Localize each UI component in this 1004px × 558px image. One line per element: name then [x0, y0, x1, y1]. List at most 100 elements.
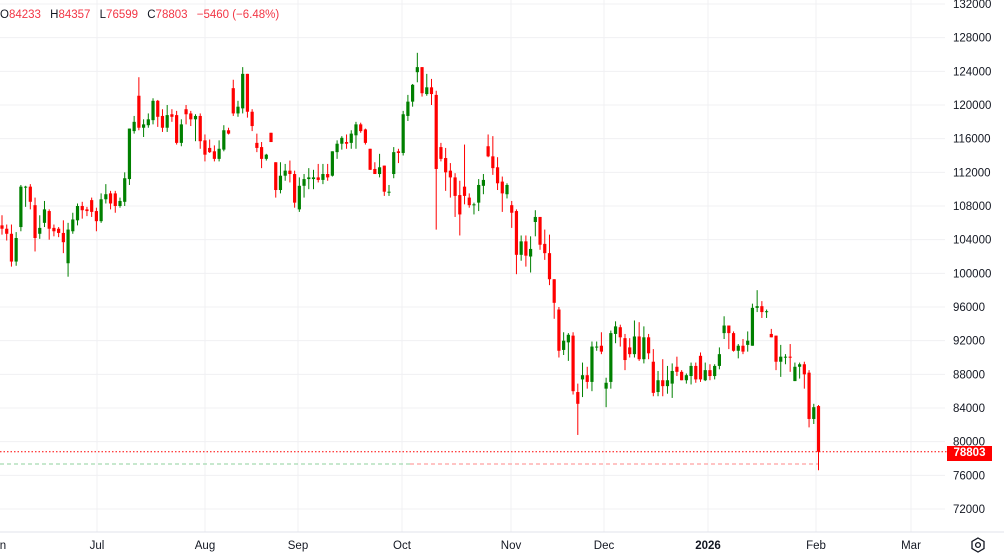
candle-body: [798, 364, 802, 367]
candle: [623, 333, 627, 371]
candle: [618, 324, 622, 347]
price-tick-label: 80000: [953, 437, 985, 449]
candle-body: [151, 100, 155, 121]
candle-body: [61, 232, 65, 243]
candle: [477, 179, 481, 212]
candle: [769, 328, 773, 338]
candle-body: [590, 346, 594, 382]
candle-body: [33, 205, 37, 238]
candle: [9, 224, 14, 267]
candle: [377, 153, 382, 178]
candle: [330, 151, 334, 177]
candle-body: [264, 154, 268, 159]
candle-body: [717, 354, 721, 366]
candle-body: [580, 375, 585, 380]
price-tick-label: 108000: [953, 201, 991, 213]
change-value: −5460 (−6.48%): [196, 9, 280, 21]
candle-body: [23, 186, 28, 188]
candle-body: [236, 106, 240, 114]
candle: [311, 169, 316, 190]
candle-body: [779, 356, 783, 362]
candles: [0, 52, 821, 471]
candle: [675, 356, 679, 377]
price-axis[interactable]: 132000 128000 124000 120000 116000 112000 1080…: [953, 0, 991, 516]
candle-body: [278, 175, 283, 191]
candle-body: [439, 147, 443, 159]
candle: [288, 160, 292, 183]
high-label: H: [50, 9, 59, 21]
candle: [0, 215, 4, 235]
candle-body: [642, 337, 646, 360]
candle: [127, 128, 132, 185]
candle-body: [217, 148, 221, 159]
candle-body: [344, 142, 349, 144]
candle-body: [415, 67, 419, 73]
candle: [283, 163, 287, 181]
candle: [94, 207, 98, 232]
candle: [703, 362, 707, 382]
candle-body: [175, 115, 179, 143]
high-value: 84357: [58, 9, 91, 21]
candle: [741, 338, 745, 355]
candle-body: [453, 177, 457, 196]
candle-body: [245, 73, 250, 112]
candle-body: [354, 124, 358, 136]
candle: [293, 170, 297, 208]
candle: [524, 235, 528, 267]
candle: [538, 216, 542, 250]
candle-body: [212, 151, 216, 159]
close-value: 78803: [155, 9, 188, 21]
candle-body: [788, 356, 792, 358]
candle: [746, 331, 750, 352]
candle: [434, 90, 438, 230]
candle: [698, 352, 703, 382]
candle: [689, 362, 693, 385]
candle-body: [467, 197, 471, 206]
candle-body: [651, 361, 655, 393]
candle: [779, 344, 783, 377]
candle: [425, 73, 429, 96]
candle: [755, 290, 759, 313]
candle: [680, 370, 684, 381]
candle: [500, 176, 504, 212]
candle: [613, 321, 618, 344]
candle: [184, 105, 188, 125]
candle-body: [406, 101, 410, 116]
time-axis[interactable]: n Jul Aug Sep Oct Nov Dec 2026 Feb Mar: [0, 540, 921, 552]
candle-body: [538, 216, 542, 245]
candle: [222, 125, 226, 152]
candle-body: [80, 206, 84, 211]
candle: [798, 362, 802, 379]
candle-body: [392, 152, 396, 175]
candle-body: [184, 109, 188, 115]
candle: [193, 114, 198, 142]
candle: [415, 52, 419, 83]
candle: [42, 200, 47, 228]
candle: [123, 172, 127, 207]
candle: [727, 325, 731, 350]
low-label: L: [99, 9, 107, 21]
candle: [491, 136, 495, 175]
price-tick-label: 112000: [953, 167, 991, 179]
time-tick-label: Dec: [594, 540, 615, 552]
candle: [90, 197, 94, 217]
candle: [297, 177, 301, 212]
time-tick-label: Sep: [288, 540, 308, 552]
candle-body: [500, 181, 504, 194]
candle-body: [552, 279, 556, 303]
candle: [198, 113, 202, 149]
candle: [170, 109, 174, 122]
candle: [628, 338, 632, 358]
candle-body: [283, 170, 287, 176]
candle: [151, 98, 155, 125]
candle: [217, 140, 221, 162]
candle: [47, 209, 51, 240]
price-tick-label: 92000: [953, 336, 985, 348]
candle: [344, 134, 349, 149]
candle: [595, 341, 599, 351]
settings-button[interactable]: [970, 537, 986, 553]
candle-body: [694, 365, 698, 380]
candle-body: [703, 370, 707, 381]
candle-body: [198, 115, 202, 142]
